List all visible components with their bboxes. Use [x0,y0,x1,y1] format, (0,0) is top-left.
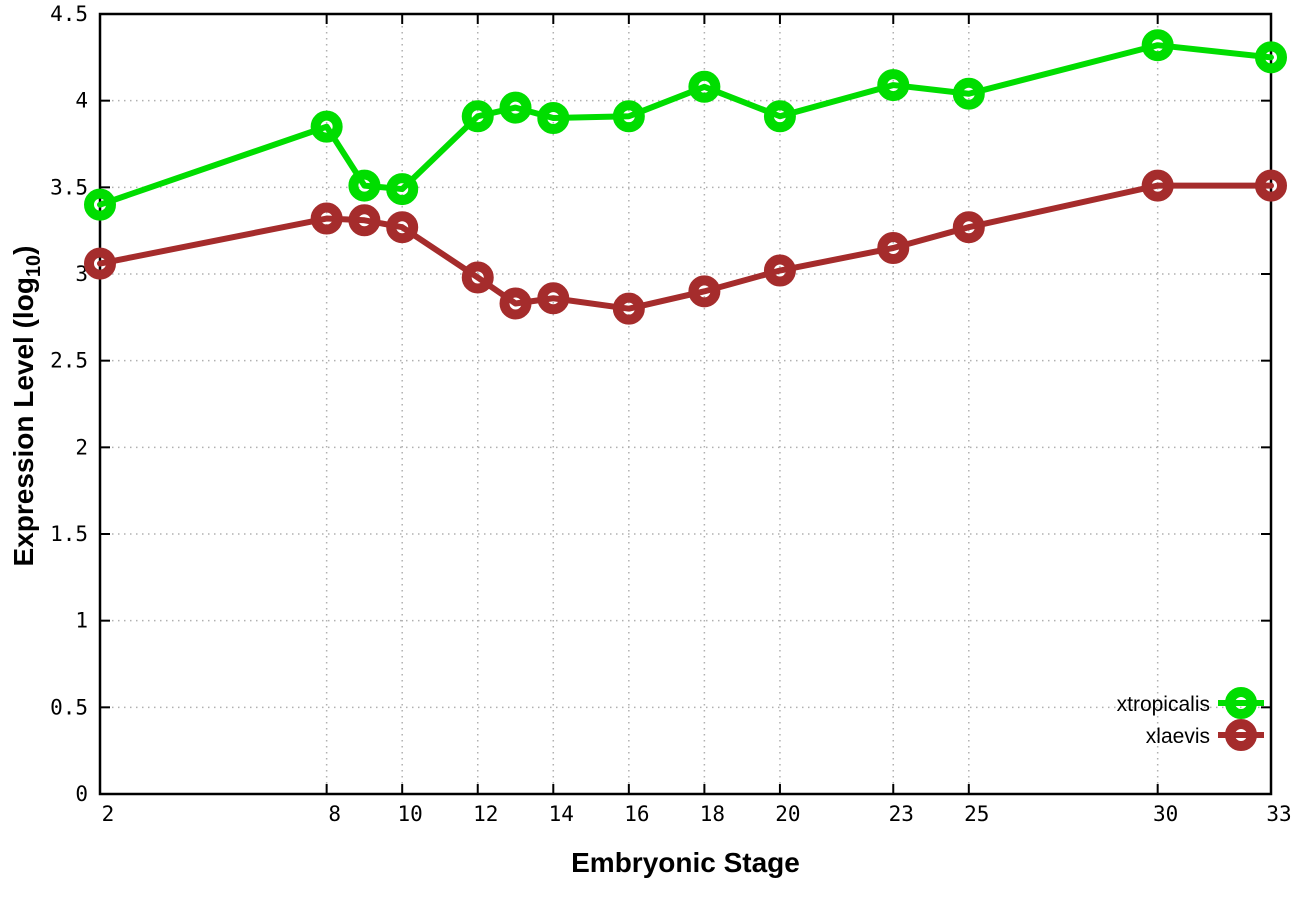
x-tick-label: 23 [889,802,914,826]
x-axis-tick-labels: 2 8 10 12 14 16 18 20 23 25 30 33 [102,802,1292,826]
y-tick-label: 1.5 [50,522,88,546]
x-tick-label: 14 [549,802,574,826]
y-axis-title: Expression Level (log10) [8,246,45,567]
y-tick-label: 0.5 [50,695,88,719]
legend: xtropicalis xlaevis [1117,687,1264,751]
data-point-marker [348,169,381,202]
data-point-marker [1255,41,1287,74]
x-tick-label: 10 [398,802,423,826]
y-tick-label: 2 [75,435,88,459]
x-tick-label: 2 [102,802,115,826]
series-xtropicalis [84,29,1287,221]
x-tick-label: 30 [1153,802,1178,826]
data-point-marker [348,204,381,237]
data-point-marker [763,254,796,287]
data-point-marker [952,77,985,110]
data-point-marker [688,70,721,103]
plot-border [98,12,1273,796]
legend-item-xlaevis: xlaevis [1146,719,1264,751]
legend-item-xtropicalis: xtropicalis [1117,687,1264,719]
data-point-marker [310,110,343,143]
data-point-marker [763,100,796,133]
data-point-marker [386,173,419,206]
data-point-marker [952,211,985,244]
legend-label: xlaevis [1146,725,1210,748]
y-axis-tick-labels: 00.511.522.533.544.5 [50,2,88,806]
y-tick-label: 0 [75,782,88,806]
data-point-marker [499,91,532,124]
data-point-marker [386,211,419,244]
x-tick-label: 8 [328,802,341,826]
y-tick-label: 4.5 [50,2,88,26]
x-tick-label: 33 [1266,802,1291,826]
data-point-marker [499,287,532,320]
data-point-marker [84,188,116,221]
data-point-marker [612,292,645,325]
tick-marks [99,13,1272,795]
x-tick-label: 20 [775,802,800,826]
y-tick-label: 3.5 [50,175,88,199]
x-tick-label: 16 [624,802,649,826]
legend-marker [1225,719,1257,751]
y-tick-label: 4 [75,89,88,113]
series-xlaevis [84,169,1287,325]
data-point-marker [1255,169,1287,202]
data-point-marker [310,202,343,235]
x-tick-label: 25 [964,802,989,826]
data-point-marker [461,261,494,294]
data-point-marker [877,69,910,102]
y-tick-label: 1 [75,609,88,633]
data-point-marker [877,232,910,264]
x-tick-label: 12 [473,802,498,826]
data-point-marker [537,102,570,134]
x-axis-title: Embryonic Stage [571,847,800,878]
data-point-marker [1141,29,1174,62]
data-point-marker [1141,169,1174,202]
data-point-marker [537,282,570,315]
y-tick-label: 2.5 [50,349,88,373]
data-point-marker [84,247,116,280]
legend-label: xtropicalis [1117,693,1210,716]
data-point-marker [461,100,494,133]
legend-marker [1225,687,1257,719]
data-point-marker [612,100,645,133]
x-tick-label: 18 [700,802,725,826]
gridlines [100,14,1271,794]
data-point-marker [688,275,721,308]
